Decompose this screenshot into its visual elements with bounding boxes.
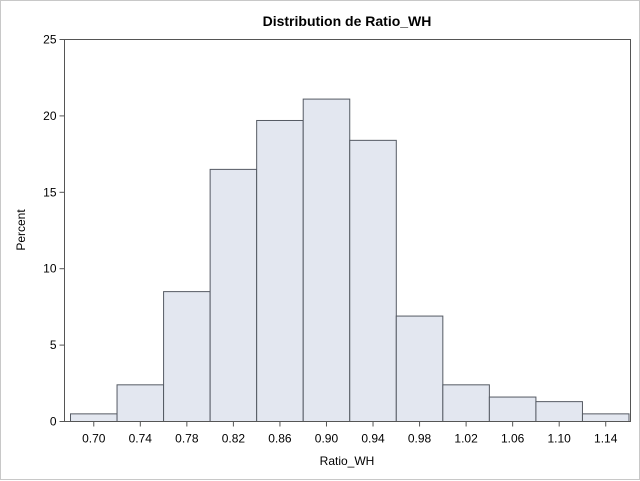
histogram-bar-1.10 — [535, 401, 583, 422]
histogram-bar-0.82 — [209, 168, 258, 422]
x-tick-label: 0.86 — [268, 432, 292, 446]
x-tick-label: 0.78 — [175, 432, 199, 446]
x-tick-label: 1.02 — [454, 432, 478, 446]
y-tick-label: 25 — [43, 33, 57, 47]
y-tick-label: 5 — [50, 338, 57, 352]
histogram-bar-0.74 — [116, 384, 165, 423]
x-axis-label: Ratio_WH — [320, 454, 375, 468]
x-tick-label: 1.10 — [548, 432, 572, 446]
x-tick-label: 0.90 — [315, 432, 339, 446]
x-tick-label: 0.74 — [129, 432, 153, 446]
x-tick-label: 1.14 — [594, 432, 618, 446]
histogram-bar-1.14 — [581, 413, 630, 422]
x-tick-label: 0.70 — [82, 432, 106, 446]
histogram-bar-1.02 — [442, 384, 490, 423]
x-tick-label: 1.06 — [501, 432, 525, 446]
histogram-bar-0.94 — [349, 139, 397, 423]
x-axis: 0.70 0.74 0.78 0.82 0.86 0.90 0.94 0.98 1.02 1.06… — [82, 421, 618, 446]
histogram-bar-0.90 — [302, 98, 351, 422]
x-tick-label: 0.82 — [222, 432, 246, 446]
histogram-bar-0.70 — [70, 413, 118, 422]
histogram-bar-1.06 — [488, 396, 537, 423]
y-tick-label: 15 — [43, 185, 57, 199]
y-tick-label: 20 — [43, 109, 57, 123]
histogram-bar-0.86 — [256, 119, 304, 422]
y-axis: 0 5 10 15 20 25 — [43, 33, 65, 429]
y-tick-label: 0 — [50, 415, 57, 429]
bars-group — [70, 98, 630, 423]
x-tick-label: 0.94 — [361, 432, 385, 446]
chart-title: Distribution de Ratio_WH — [263, 13, 432, 29]
x-tick-label: 0.98 — [408, 432, 432, 446]
histogram-bar-0.98 — [395, 315, 444, 422]
histogram-bar-0.78 — [163, 291, 211, 422]
y-axis-label: Percent — [14, 209, 28, 251]
y-tick-label: 10 — [43, 262, 57, 276]
plot-area-frame — [64, 39, 631, 422]
